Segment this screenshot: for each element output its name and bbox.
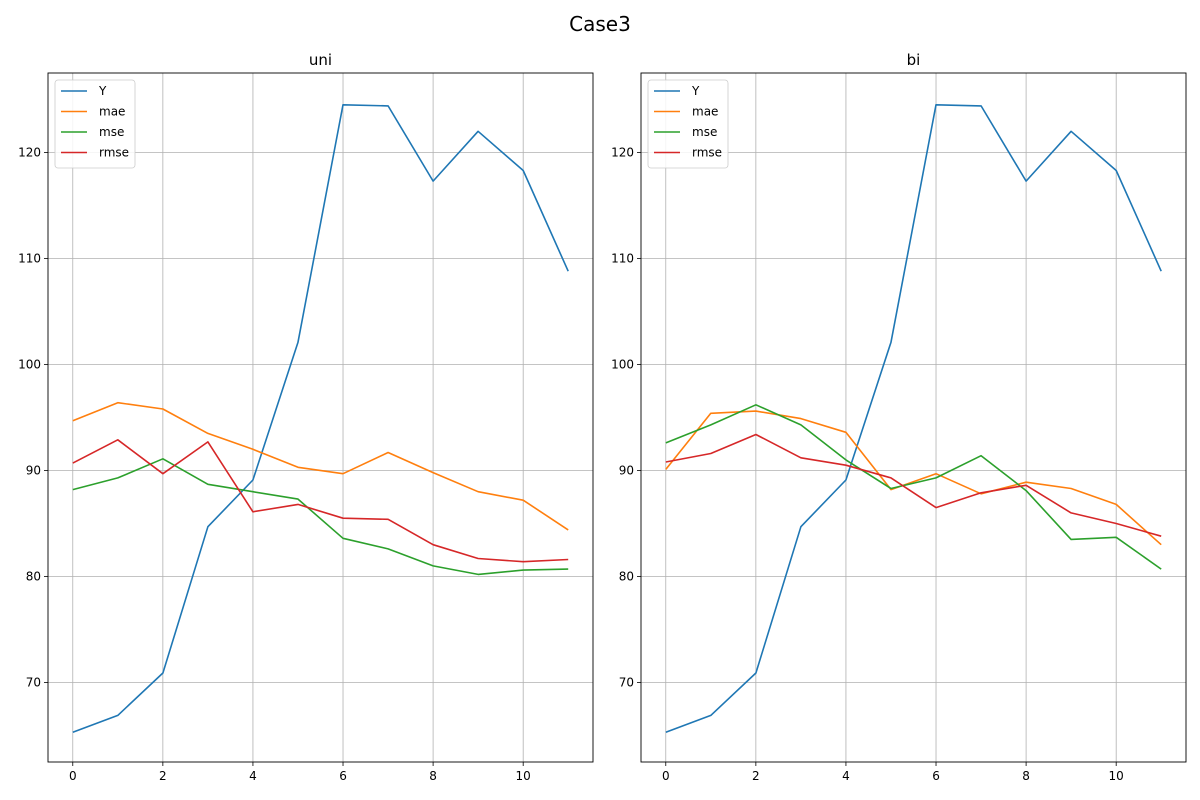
legend-label-rmse: rmse: [99, 146, 129, 160]
y-tick-label: 100: [18, 358, 41, 372]
legend-label-mse: mse: [99, 125, 124, 139]
axes-frame: [47, 72, 594, 763]
series-line-mse: [665, 403, 1162, 570]
series-line-Y: [665, 104, 1162, 734]
series-line-Y: [72, 104, 569, 734]
figure-title: Case3: [569, 12, 631, 36]
y-tick-label: 120: [18, 146, 41, 160]
subplot-title: bi: [907, 51, 921, 69]
x-tick-label: 10: [1109, 769, 1124, 783]
y-tick-label: 110: [611, 252, 634, 266]
legend-box: [54, 79, 136, 169]
x-tick-label: 2: [159, 769, 167, 783]
x-tick-label: 8: [429, 769, 437, 783]
legend-box: [647, 79, 729, 169]
subplot-title: uni: [309, 51, 332, 69]
y-tick-label: 120: [611, 146, 634, 160]
legend-label-mae: mae: [99, 105, 125, 119]
x-tick-label: 6: [339, 769, 347, 783]
x-tick-label: 2: [752, 769, 760, 783]
y-tick-label: 70: [619, 676, 634, 690]
x-tick-label: 6: [932, 769, 940, 783]
x-tick-label: 4: [842, 769, 850, 783]
y-tick-label: 80: [26, 570, 41, 584]
series-line-mae: [72, 401, 569, 531]
y-tick-label: 70: [26, 676, 41, 690]
series-line-mae: [665, 410, 1162, 546]
axes-frame: [640, 72, 1187, 763]
legend-label-Y: Y: [98, 84, 107, 98]
y-tick-label: 90: [619, 464, 634, 478]
x-tick-label: 8: [1022, 769, 1030, 783]
legend-label-mse: mse: [692, 125, 717, 139]
y-tick-label: 80: [619, 570, 634, 584]
y-tick-label: 100: [611, 358, 634, 372]
x-tick-label: 10: [516, 769, 531, 783]
series-line-rmse: [665, 433, 1162, 537]
legend-label-rmse: rmse: [692, 146, 722, 160]
legend-label-Y: Y: [691, 84, 700, 98]
y-tick-label: 90: [26, 464, 41, 478]
series-line-rmse: [72, 438, 569, 563]
y-tick-label: 110: [18, 252, 41, 266]
x-tick-label: 4: [249, 769, 257, 783]
legend-label-mae: mae: [692, 105, 718, 119]
series-line-mse: [72, 457, 569, 576]
x-tick-label: 0: [69, 769, 77, 783]
x-tick-label: 0: [662, 769, 670, 783]
